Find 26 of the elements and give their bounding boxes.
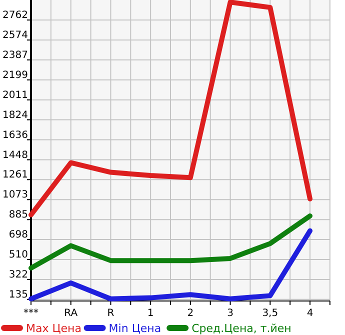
x-tick-label: *** [24, 308, 38, 319]
y-tick-label: 510 [8, 250, 28, 261]
y-tick-label: 2387 [2, 50, 28, 61]
y-tick-label: 135 [8, 289, 28, 300]
y-tick-label: 2762 [2, 10, 28, 21]
y-tick-label: 2011 [2, 90, 28, 101]
y-tick-label: 322 [8, 270, 28, 281]
y-tick-label: 2574 [2, 30, 28, 41]
y-tick-label: 1824 [2, 110, 28, 121]
y-tick-label: 1073 [2, 190, 28, 201]
x-tick-label: 4 [306, 308, 314, 319]
y-tick-label: 1261 [2, 170, 28, 181]
y-tick-label: 1448 [2, 150, 28, 161]
y-tick-label: 2199 [2, 70, 28, 81]
x-tick-label: R [107, 308, 114, 319]
x-tick-label: 3,5 [262, 308, 278, 319]
x-tick-label: 2 [187, 308, 194, 319]
y-tick-label: 1636 [2, 130, 28, 141]
x-tick-label: 3 [227, 308, 234, 319]
y-tick-label: 698 [8, 230, 28, 241]
legend-label: Min Цена [108, 322, 162, 335]
x-tick-label: RA [64, 308, 78, 319]
legend-label: Max Цена [26, 322, 82, 335]
x-tick-label: 1 [147, 308, 154, 319]
legend-label: Сред.Цена, т.йен [192, 322, 292, 335]
y-tick-label: 885 [8, 210, 28, 221]
